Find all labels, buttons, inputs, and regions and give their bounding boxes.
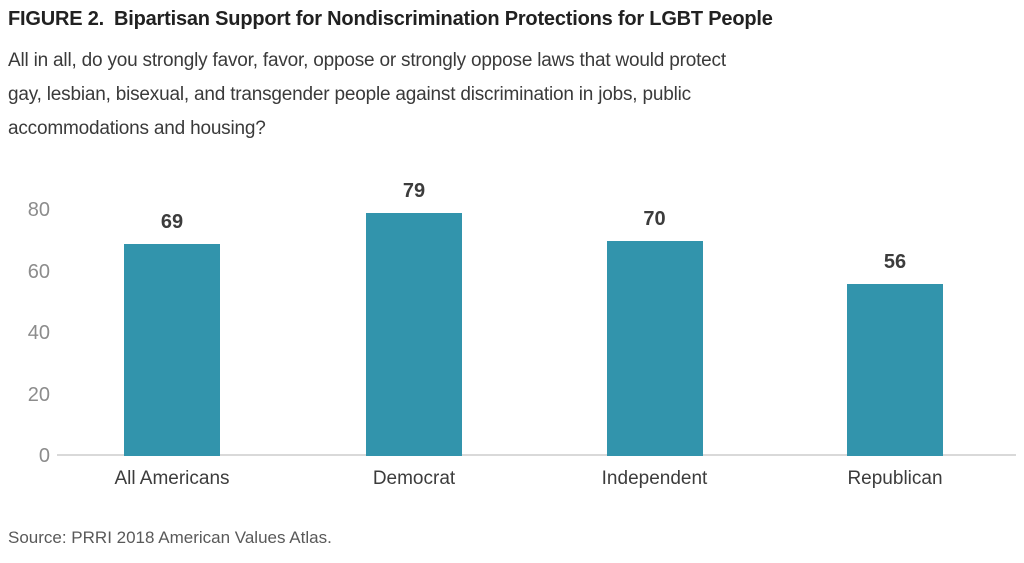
figure-subtitle: All in all, do you strongly favor, favor… [8, 44, 726, 146]
x-axis-baseline [57, 454, 1016, 456]
value-label-independent: 70 [643, 207, 666, 230]
y-tick-label-40: 40 [27, 322, 50, 344]
figure-title: FIGURE 2. Bipartisan Support for Nondiscr… [8, 8, 773, 31]
value-label-democrat: 79 [402, 180, 426, 203]
bar-republican [847, 283, 943, 456]
value-label-republican: 56 [883, 250, 907, 273]
category-label-independent: Independent [601, 468, 708, 489]
bar-independent [606, 240, 703, 456]
y-tick-label-0: 0 [38, 445, 50, 467]
source-note: Source: PRRI 2018 American Values Atlas. [8, 528, 332, 547]
figure-title-text: Bipartisan Support for Nondiscrimination… [114, 8, 773, 30]
subtitle-line-3: accommodations and housing? [8, 118, 266, 139]
subtitle-line-1: All in all, do you strongly favor, favor… [8, 50, 726, 71]
value-label-all-americans: 69 [160, 210, 184, 233]
y-tick-label-80: 80 [27, 199, 50, 221]
category-label-all-americans: All Americans [114, 468, 230, 489]
figure-number-label: FIGURE 2. [8, 8, 104, 30]
bar-democrat [366, 213, 462, 456]
y-tick-label-60: 60 [27, 260, 50, 283]
bar-all-americans [124, 243, 220, 456]
y-tick-label-20: 20 [27, 383, 50, 406]
category-label-democrat: Democrat [372, 468, 456, 489]
subtitle-line-2: gay, lesbian, bisexual, and transgender … [8, 84, 691, 105]
category-label-republican: Republican [847, 468, 943, 489]
